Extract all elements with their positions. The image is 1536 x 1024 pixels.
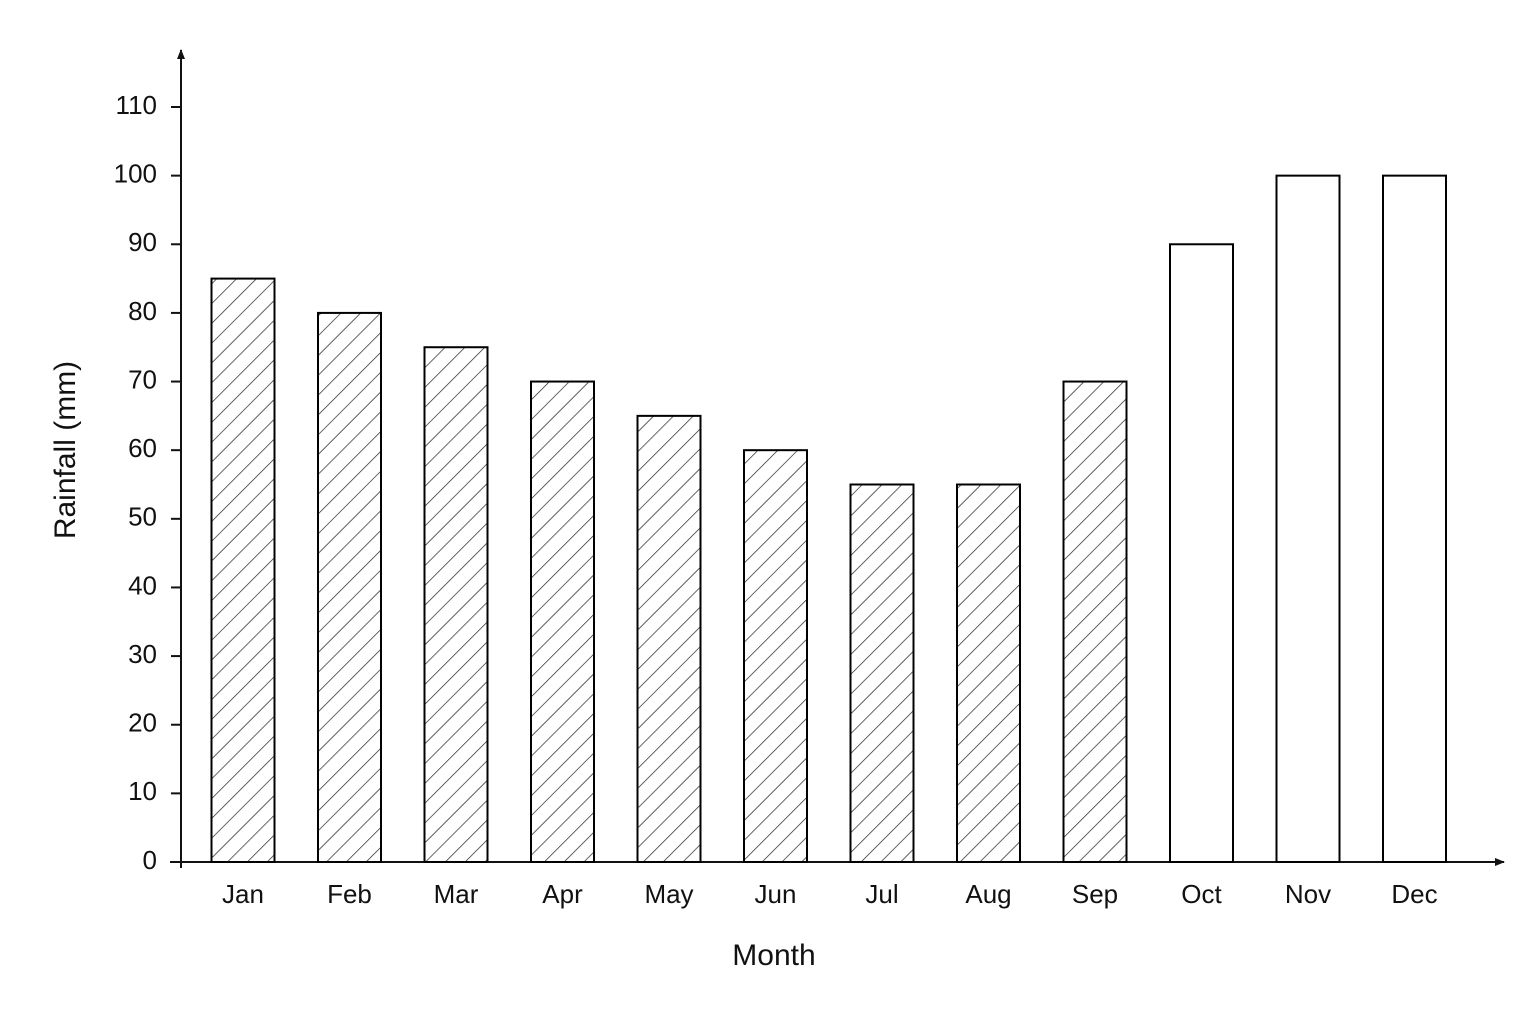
x-tick-label: Feb xyxy=(327,879,372,909)
y-axis-label: Rainfall (mm) xyxy=(49,361,82,539)
x-tick-label: Apr xyxy=(542,879,583,909)
x-tick-label: Dec xyxy=(1391,879,1437,909)
y-tick-label: 110 xyxy=(116,90,157,120)
bar xyxy=(1382,174,1447,864)
x-tick-label: May xyxy=(644,879,693,909)
x-tick-label: Nov xyxy=(1285,879,1331,909)
bar xyxy=(743,449,808,863)
bar xyxy=(1275,174,1341,864)
x-tick-label: Mar xyxy=(434,879,479,909)
y-tick-label: 90 xyxy=(128,227,157,257)
x-tick-label: Sep xyxy=(1072,879,1118,909)
x-tick-label: Oct xyxy=(1181,879,1222,909)
bar xyxy=(1062,380,1128,863)
x-tick-label: Jul xyxy=(865,879,898,909)
y-tick-label: 100 xyxy=(114,159,157,189)
y-tick-label: 30 xyxy=(128,639,157,669)
y-tick-label: 50 xyxy=(128,502,157,532)
y-tick-label: 60 xyxy=(128,433,157,463)
bar xyxy=(849,483,915,863)
x-tick-label: Jan xyxy=(222,879,264,909)
x-axis-label: Month xyxy=(732,939,815,972)
bar xyxy=(210,277,276,864)
bar xyxy=(317,311,382,863)
bar xyxy=(636,414,702,863)
y-tick-label: 10 xyxy=(128,776,157,806)
bar xyxy=(956,483,1021,863)
y-tick-label: 0 xyxy=(143,845,157,875)
y-tick-label: 70 xyxy=(128,364,157,394)
y-tick-label: 20 xyxy=(128,708,157,738)
x-tick-label: Aug xyxy=(965,879,1011,909)
bar xyxy=(423,346,489,863)
bar xyxy=(1169,243,1234,864)
x-tick-label: Jun xyxy=(755,879,797,909)
y-tick-label: 40 xyxy=(128,570,157,600)
bar xyxy=(530,380,595,863)
y-tick-label: 80 xyxy=(128,296,157,326)
